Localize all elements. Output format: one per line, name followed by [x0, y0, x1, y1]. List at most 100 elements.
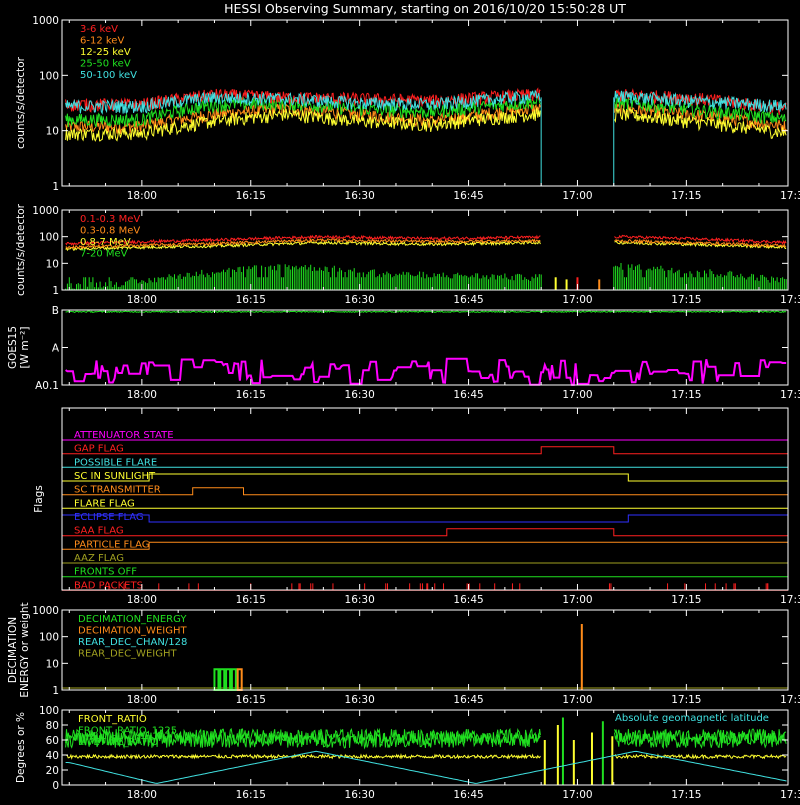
series-0-3-0-8-mev [65, 237, 787, 250]
flag-row-aaz-flag: AAZ FLAG [62, 553, 788, 564]
time-tick-label: 17:15 [671, 389, 701, 401]
decimation-block [225, 668, 232, 692]
time-tick-label: 17:30 [780, 694, 800, 706]
decimation-block [213, 668, 220, 692]
y-tick-label: 80 [46, 720, 59, 732]
time-tick-label: 16:15 [236, 294, 266, 306]
flag-label: ECLIPSE FLAG [74, 512, 144, 523]
y-axis-label: GOES15 [7, 326, 19, 369]
hi-frame [61, 209, 789, 291]
y-tick-label: 1 [52, 685, 59, 697]
legend-entry: FRONT_RATIO_1225 [78, 726, 177, 737]
flag-row-sc-in-sunlight: SC IN SUNLIGHT [62, 471, 788, 482]
time-tick-label: 16:45 [453, 389, 483, 401]
y-axis-label: Degrees or % [15, 712, 27, 783]
series-geomagnetic-latitude [65, 750, 787, 784]
decimation-block [230, 668, 237, 692]
y-tick-label: 1000 [32, 605, 59, 617]
flag-row-particle-flag: PARTICLE FLAG [62, 539, 789, 550]
y-tick-label: 1 [52, 181, 59, 193]
time-tick-label: 16:30 [345, 594, 375, 606]
time-tick-label: 16:30 [345, 190, 375, 202]
flag-row-possible-flare: POSSIBLE FLARE [62, 457, 788, 468]
y-tick-label: 40 [46, 750, 59, 762]
legend-entry: REAR_DEC_CHAN/128 [78, 637, 187, 648]
flags-time-axis: 18:00 16:15 16:30 16:45 17:00 17:15 17:30 [68, 408, 800, 606]
time-tick-label: 16:30 [345, 294, 375, 306]
flag-line [62, 473, 788, 482]
time-tick-label: 17:30 [780, 594, 800, 606]
flag-label: SAA FLAG [74, 526, 124, 537]
time-tick-label: 18:00 [127, 190, 157, 202]
time-tick-label: 16:45 [453, 190, 483, 202]
time-tick-label: 18:00 [127, 694, 157, 706]
flag-label: POSSIBLE FLARE [74, 457, 157, 468]
ratio-time-axis: 18:00 16:15 16:30 16:45 17:00 17:15 17:30 [68, 710, 800, 801]
goes-time-axis: 18:00 16:15 16:30 16:45 17:00 17:15 17:30 [68, 310, 800, 401]
y-tick-label: 10 [46, 658, 59, 670]
hi-time-axis: 18:00 16:15 16:30 16:45 17:00 17:15 17:30 [68, 210, 800, 306]
flag-line [62, 541, 789, 550]
time-tick-label: 16:45 [453, 789, 483, 800]
panel-goes-flux: 18:00 16:15 16:30 16:45 17:00 17:15 17:30 A0.1 A… [7, 305, 800, 401]
y-tick-label: 1 [52, 285, 59, 297]
legend-entry: 0.8-7 MeV [80, 237, 131, 248]
panel-high-energy-counts: 18:00 16:15 16:30 16:45 17:00 17:15 17:30 1 10 10… [15, 203, 800, 306]
legend-entry: 6-12 keV [80, 36, 124, 47]
flag-row-saa-flag: SAA FLAG [62, 526, 788, 537]
time-tick-label: 17:15 [671, 294, 701, 306]
geomagnetic-latitude-label: Absolute geomagnetic latitude [615, 713, 769, 724]
time-tick-label: 17:30 [780, 389, 800, 401]
flag-label: AAZ FLAG [74, 553, 124, 564]
legend-entry: 3-6 keV [80, 24, 118, 35]
time-tick-label: 16:45 [453, 694, 483, 706]
time-tick-label: 17:30 [780, 294, 800, 306]
dec-time-axis: 18:00 16:15 16:30 16:45 17:00 17:15 17:30 [68, 610, 800, 706]
y-axis-label: DECIMATION [7, 617, 19, 683]
time-tick-label: 17:15 [671, 594, 701, 606]
decimation-block [236, 668, 243, 692]
legend-entry: DECIMATION_WEIGHT [78, 626, 187, 637]
time-tick-label: 16:45 [453, 594, 483, 606]
series-front-ratio [65, 752, 787, 760]
lo-time-axis: 18:00 16:15 16:30 16:45 17:00 17:15 17:30 [68, 20, 800, 202]
figure-title: HESSI Observing Summary, starting on 201… [224, 1, 626, 16]
time-tick-label: 17:00 [562, 190, 592, 202]
y-axis-label-2: ENERGY or weight [19, 602, 31, 697]
time-tick-label: 16:15 [236, 190, 266, 202]
panel-ratios: 18:00 16:15 16:30 16:45 17:00 17:15 17:30 0 20 40… [15, 705, 800, 801]
panel-decimation: 18:00 16:15 16:30 16:45 17:00 17:15 17:30 1 10 10… [7, 602, 800, 706]
time-tick-label: 17:00 [562, 294, 592, 306]
series-50-100-kev [65, 89, 787, 115]
panel-low-energy-counts: 18:00 16:15 16:30 16:45 17:00 17:15 17:30 1 10 10… [15, 15, 800, 202]
dec-frame [61, 609, 789, 691]
flag-line [61, 514, 789, 523]
legend-entry: 0.1-0.3 MeV [80, 214, 140, 225]
flag-label: SC IN SUNLIGHT [74, 471, 156, 482]
y-tick-label: 60 [46, 735, 59, 747]
flag-row-sc-transmitter: SC TRANSMITTER [62, 485, 788, 496]
y-tick-label: 100 [39, 232, 59, 244]
flag-line [62, 528, 788, 537]
flag-line [62, 487, 788, 496]
series-goes-high [65, 310, 787, 314]
series-front-ratio-1225 [65, 730, 787, 750]
series-goes-low [65, 357, 787, 386]
y-tick-label: 0 [52, 780, 59, 792]
time-tick-label: 18:00 [127, 389, 157, 401]
flag-row-flare-flag: FLARE FLAG [62, 498, 788, 509]
series-0-1-0-3-mev [65, 234, 787, 246]
flags-frame [61, 407, 789, 591]
flag-label: FRONTS OFF [74, 567, 137, 578]
time-tick-label: 16:15 [236, 694, 266, 706]
flag-label: SC TRANSMITTER [74, 485, 161, 496]
y-axis-label: Flags [33, 485, 45, 513]
time-tick-label: 16:30 [345, 694, 375, 706]
time-tick-label: 16:15 [236, 789, 266, 800]
ratio-frame [61, 709, 789, 786]
legend-entry: 0.3-0.8 MeV [80, 226, 140, 237]
legend-entry: REAR_DEC_WEIGHT [78, 649, 177, 660]
y-tick-label: 1000 [32, 205, 59, 217]
time-tick-label: 17:00 [562, 389, 592, 401]
